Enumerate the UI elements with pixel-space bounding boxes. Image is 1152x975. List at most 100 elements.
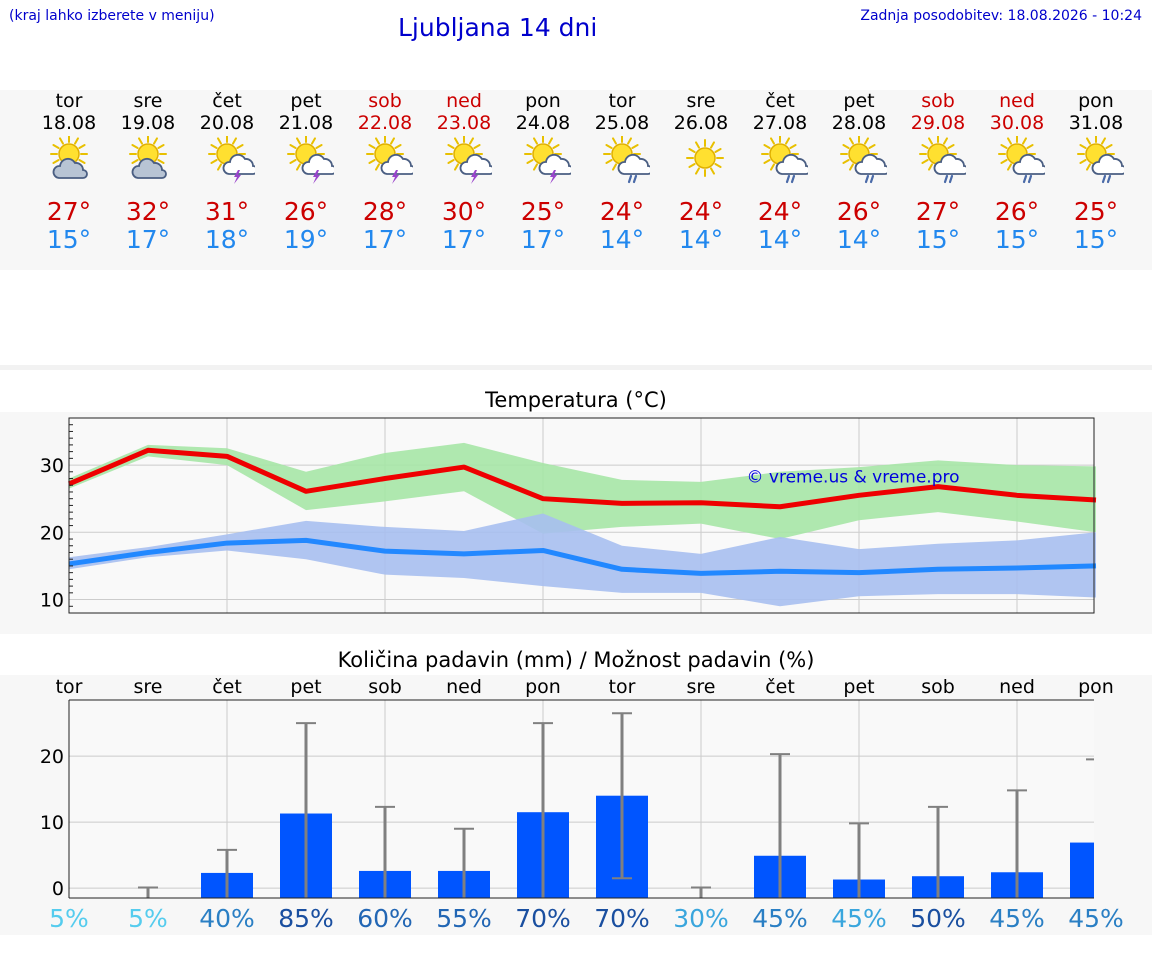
last-update: Zadnja posodobitev: 18.08.2026 - 10:24 — [860, 8, 1142, 24]
sun-icon — [681, 136, 727, 184]
y-tick-label: 20 — [40, 522, 64, 544]
precipitation-bar — [1070, 842, 1094, 898]
day-column: tor 18.08 27° 15° — [30, 90, 109, 270]
rain-drops — [1022, 174, 1032, 184]
max-temperature: 31° — [204, 197, 250, 226]
day-column: pon 24.08 25° 17° — [504, 90, 583, 270]
forecast-strip — [0, 90, 1152, 270]
precipitation-probability: 45% — [1068, 904, 1124, 933]
precipitation-probability: 70% — [594, 904, 650, 933]
max-temperature-band — [69, 442, 1096, 540]
day-date: 23.08 — [436, 112, 492, 134]
min-temperature: 14° — [599, 225, 645, 254]
watermark: © vreme.us & vreme.pro — [746, 468, 959, 488]
x-category-label: tor — [56, 676, 83, 698]
day-column: sob 22.08 28° 17° — [346, 90, 425, 270]
max-temperature-line — [68, 447, 1097, 510]
x-category-label: sob — [921, 676, 955, 698]
min-temperature: 14° — [678, 225, 724, 254]
divider — [0, 365, 1152, 370]
day-name: čet — [212, 90, 242, 112]
max-temperature: 30° — [441, 197, 487, 226]
day-name: čet — [765, 90, 795, 112]
sun-rain-icon — [602, 135, 653, 184]
x-category-label: pet — [843, 676, 874, 698]
day-column: pet 21.08 26° 19° — [267, 90, 346, 270]
sun-rain-icon — [918, 135, 969, 184]
day-name: sob — [921, 90, 955, 112]
min-temperature: 17° — [362, 225, 408, 254]
max-temperature: 24° — [678, 197, 724, 226]
day-date: 31.08 — [1068, 112, 1124, 134]
sun — [693, 147, 716, 169]
x-category-label: ned — [999, 676, 1035, 698]
y-tick-label: 10 — [40, 812, 64, 834]
bars — [138, 712, 1094, 898]
sun-rain-icon — [997, 135, 1048, 184]
max-temperature: 24° — [757, 197, 803, 226]
y-tick-label: 0 — [52, 878, 64, 900]
sun-rain-icon — [1076, 135, 1127, 184]
day-column: tor 25.08 24° 14° — [583, 90, 662, 270]
min-temperature: 14° — [757, 225, 803, 254]
day-date: 26.08 — [673, 112, 729, 134]
lightning — [549, 170, 557, 184]
max-temperature: 25° — [1073, 197, 1119, 226]
y-minor-ticks — [69, 424, 73, 607]
day-date: 29.08 — [910, 112, 966, 134]
precipitation-probability: 70% — [515, 904, 571, 933]
plot-area — [69, 700, 1094, 898]
rain-drops — [1101, 174, 1111, 184]
day-date: 25.08 — [594, 112, 650, 134]
min-temperature-line — [68, 537, 1097, 576]
day-name: pet — [290, 90, 322, 112]
precipitation-probability: 5% — [49, 904, 89, 933]
x-category-label: ned — [446, 676, 482, 698]
day-name: sre — [686, 90, 716, 112]
day-date: 24.08 — [515, 112, 571, 134]
max-temperature: 28° — [362, 197, 408, 226]
sun-thunderstorm-icon — [286, 135, 337, 184]
precipitation-probability: 30% — [673, 904, 729, 933]
y-tick-label: 10 — [40, 590, 64, 612]
min-temperature: 15° — [1073, 225, 1119, 254]
precipitation-probability: 50% — [910, 904, 966, 933]
precipitation-chart-title: Količina padavin (mm) / Možnost padavin … — [337, 648, 815, 672]
cloud — [131, 157, 167, 179]
day-name: tor — [608, 90, 636, 112]
lightning — [312, 170, 320, 184]
page-title: Ljubljana 14 dni — [398, 13, 598, 42]
min-temperature: 17° — [441, 225, 487, 254]
y-tick-label: 30 — [40, 455, 64, 477]
day-date: 20.08 — [199, 112, 255, 134]
cloud — [52, 157, 88, 179]
y-tick-label: 20 — [40, 746, 64, 768]
x-category-label: pon — [1078, 676, 1114, 698]
day-name: ned — [999, 90, 1035, 112]
min-temperature: 18° — [204, 225, 250, 254]
day-name: pon — [525, 90, 561, 112]
day-date: 30.08 — [989, 112, 1045, 134]
location-hint: (kraj lahko izberete v meniju) — [9, 8, 215, 24]
rain-drops — [943, 174, 953, 184]
daily-forecast: tor 18.08 27° 15° sre 19.08 32° 17° čet 20.08 31° 1… — [0, 90, 1152, 270]
precipitation-probability: 85% — [278, 904, 334, 933]
precipitation-probability: 60% — [357, 904, 413, 933]
min-temperature: 17° — [125, 225, 171, 254]
max-temperature: 27° — [46, 197, 92, 226]
sun-rain-icon — [839, 135, 890, 184]
x-category-label: sre — [687, 676, 716, 698]
day-date: 27.08 — [752, 112, 808, 134]
min-temperature: 15° — [915, 225, 961, 254]
day-column: pet 28.08 26° 14° — [820, 90, 899, 270]
x-category-label: čet — [765, 676, 795, 698]
day-date: 18.08 — [41, 112, 97, 134]
lightning — [233, 170, 241, 184]
max-temperature: 26° — [994, 197, 1040, 226]
day-column: pon 31.08 25° 15° — [1057, 90, 1136, 270]
min-temperature: 19° — [283, 225, 329, 254]
sun-thunderstorm-icon — [365, 135, 416, 184]
x-category-label: pon — [525, 676, 561, 698]
temperature-chart-title: Temperatura (°C) — [485, 388, 667, 412]
precipitation-probability: 40% — [199, 904, 255, 933]
